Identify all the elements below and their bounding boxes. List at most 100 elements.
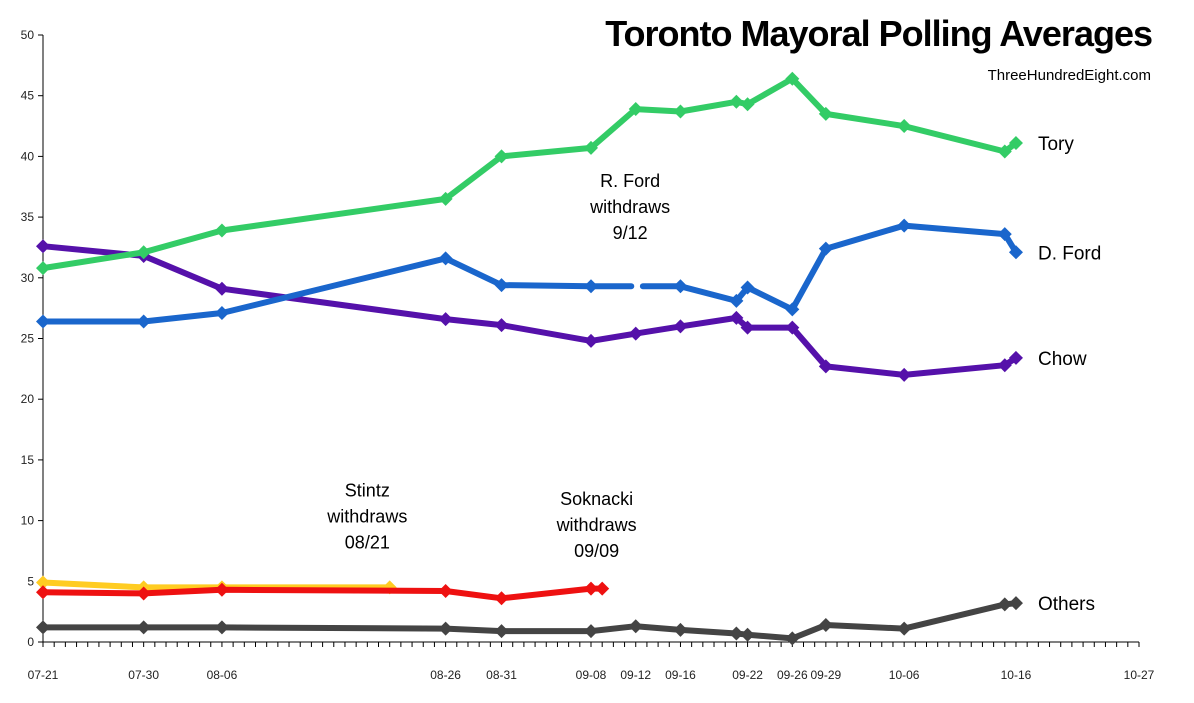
data-point-tory xyxy=(136,245,151,260)
data-point-d-ford xyxy=(1008,245,1023,260)
x-tick-label: 10-16 xyxy=(1001,668,1032,682)
x-tick-label: 10-06 xyxy=(889,668,920,682)
data-point-tory xyxy=(818,106,833,121)
y-tick-label: 20 xyxy=(21,392,35,406)
data-point-tory xyxy=(214,223,229,238)
data-point-d-ford xyxy=(136,314,151,329)
series-label-d-ford: D. Ford xyxy=(1038,243,1101,264)
data-point-soknacki xyxy=(136,586,151,601)
series-label-chow: Chow xyxy=(1038,349,1087,370)
data-point-others xyxy=(673,622,688,637)
x-tick-label: 09-22 xyxy=(732,668,763,682)
y-tick-label: 5 xyxy=(27,574,34,588)
series-line-others xyxy=(40,600,1019,642)
data-point-tory xyxy=(997,144,1012,159)
annotation-line: 09/09 xyxy=(574,541,619,561)
y-tick-label: 40 xyxy=(21,149,35,163)
x-tick-label: 10-27 xyxy=(1124,668,1155,682)
data-point-d-ford xyxy=(214,306,229,321)
data-point-others xyxy=(36,620,50,635)
data-point-tory xyxy=(494,149,509,164)
data-point-soknacki xyxy=(584,581,598,596)
data-point-tory xyxy=(729,94,744,109)
data-point-chow xyxy=(740,320,755,335)
data-point-d-ford xyxy=(729,293,744,308)
data-point-tory xyxy=(584,140,598,155)
data-point-chow xyxy=(494,318,509,333)
data-point-d-ford xyxy=(785,302,800,317)
data-point-chow xyxy=(897,367,912,382)
data-point-d-ford xyxy=(740,280,755,295)
x-tick-label: 08-06 xyxy=(207,668,238,682)
data-point-d-ford xyxy=(438,251,453,266)
x-tick-label: 09-26 xyxy=(777,668,808,682)
y-tick-label: 50 xyxy=(21,28,35,42)
data-point-chow xyxy=(997,358,1012,373)
series-others xyxy=(36,596,1023,646)
data-point-others xyxy=(818,618,833,633)
series-tory xyxy=(36,71,1023,276)
series-labels: Tory D. Ford Chow Others xyxy=(1038,134,1101,615)
data-point-soknacki xyxy=(438,584,453,599)
x-tick-label: 07-21 xyxy=(28,668,59,682)
annotation-ford-withdraws: R. Ford withdraws 9/12 xyxy=(589,171,670,243)
data-point-tory xyxy=(897,119,912,134)
data-point-chow xyxy=(438,312,453,327)
series-label-tory: Tory xyxy=(1038,134,1074,155)
series-soknacki xyxy=(36,581,610,606)
series-label-others: Others xyxy=(1038,594,1095,615)
data-point-tory xyxy=(36,261,50,276)
x-tick-label: 08-26 xyxy=(430,668,461,682)
data-point-tory xyxy=(740,97,755,112)
x-tick-label: 09-08 xyxy=(576,668,607,682)
data-point-chow xyxy=(785,320,800,335)
data-point-tory xyxy=(1008,136,1023,151)
data-point-chow xyxy=(36,239,50,254)
data-point-d-ford xyxy=(818,241,833,256)
data-point-others xyxy=(729,626,744,641)
data-point-others xyxy=(740,627,755,642)
annotation-line: withdraws xyxy=(556,515,637,535)
y-tick-label: 45 xyxy=(21,89,35,103)
data-point-chow xyxy=(729,310,744,325)
data-point-chow xyxy=(214,281,229,296)
series-line-soknacki xyxy=(40,585,606,602)
data-point-others xyxy=(584,624,598,639)
data-point-soknacki xyxy=(494,591,509,606)
annotation-line: withdraws xyxy=(326,506,407,526)
data-point-tory xyxy=(438,191,453,206)
data-point-tory xyxy=(785,71,800,86)
data-point-chow xyxy=(818,359,833,374)
annotation-line: Soknacki xyxy=(560,489,633,509)
y-tick-label: 35 xyxy=(21,210,35,224)
annotations: R. Ford withdraws 9/12 Stintz withdraws 08/21… xyxy=(326,171,670,561)
data-point-others xyxy=(997,597,1012,612)
data-point-chow xyxy=(673,319,688,334)
data-point-others xyxy=(438,621,453,636)
series-line-d-ford xyxy=(677,222,1019,313)
data-point-stintz xyxy=(36,575,50,590)
y-tick-label: 30 xyxy=(21,271,35,285)
chart-title: Toronto Mayoral Polling Averages xyxy=(605,13,1152,54)
data-point-d-ford xyxy=(584,279,598,294)
data-point-d-ford xyxy=(897,218,912,233)
x-tick-label: 09-12 xyxy=(620,668,651,682)
annotation-line: R. Ford xyxy=(600,171,660,191)
data-point-d-ford xyxy=(673,279,688,294)
data-point-d-ford xyxy=(36,314,50,329)
data-point-tory xyxy=(628,102,643,117)
data-point-others xyxy=(494,624,509,639)
annotation-soknacki-withdraws: Soknacki withdraws 09/09 xyxy=(556,489,637,561)
data-point-chow xyxy=(628,326,643,341)
data-point-d-ford xyxy=(494,278,509,293)
series-line-chow xyxy=(40,243,1019,378)
axes: 0 5 10 15 20 25 30 35 40 45 50 07-21 07-30 08-06 08-26… xyxy=(21,28,1155,682)
annotation-line: withdraws xyxy=(589,197,670,217)
data-point-soknacki xyxy=(36,585,50,600)
annotation-stintz-withdraws: Stintz withdraws 08/21 xyxy=(326,480,407,552)
data-point-others xyxy=(785,631,800,646)
y-tick-label: 25 xyxy=(21,332,35,346)
x-tick-label: 07-30 xyxy=(128,668,159,682)
data-point-others xyxy=(897,621,912,636)
